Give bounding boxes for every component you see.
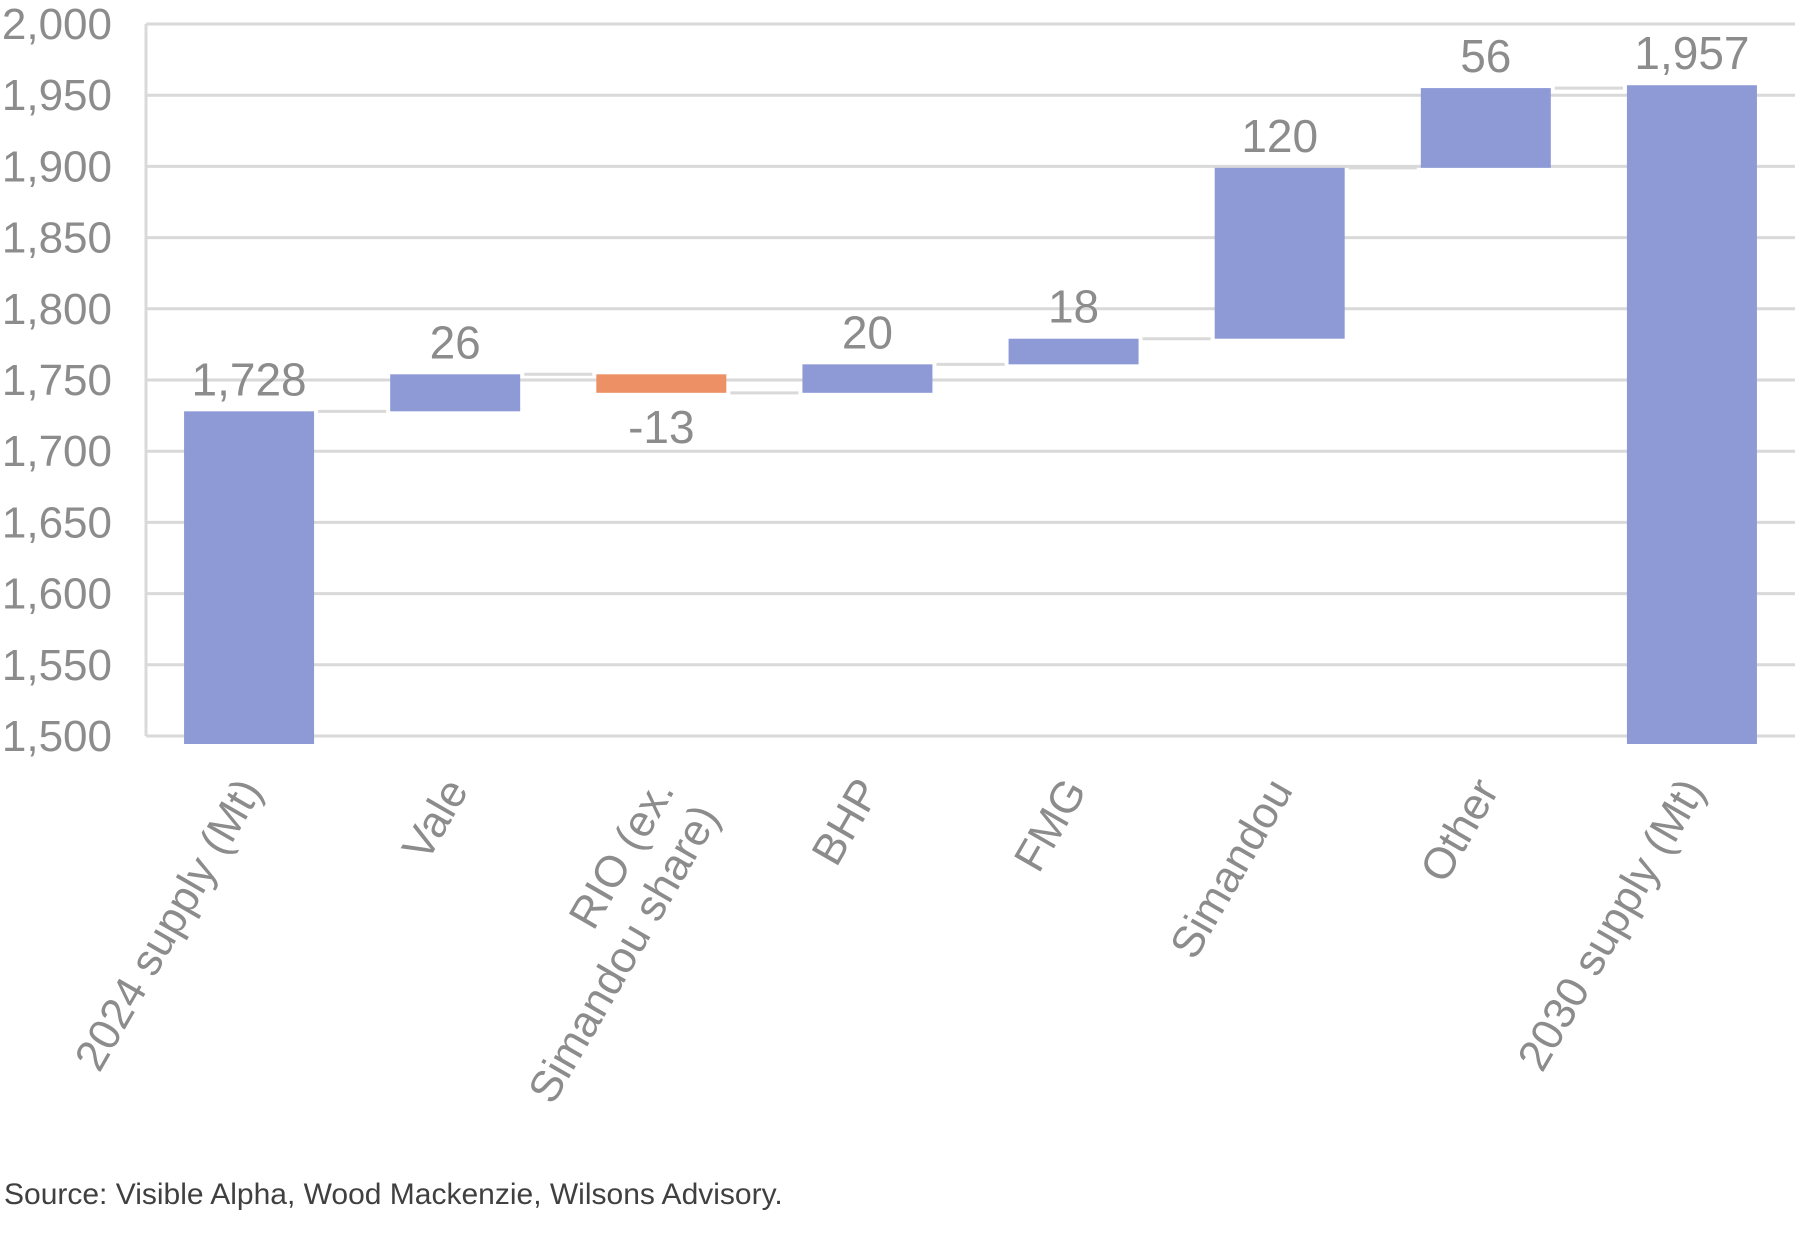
- x-tick-label: Other: [1411, 771, 1508, 891]
- x-tick-label: 2030 supply (Mt): [1508, 771, 1714, 1079]
- x-tick-label-line: FMG: [1005, 771, 1096, 880]
- x-tick-label: Vale: [393, 771, 478, 869]
- y-tick-label: 1,500: [2, 712, 112, 761]
- x-tick-label: Simandou: [1161, 771, 1303, 967]
- data-label: 120: [1241, 110, 1318, 162]
- y-tick-label: 1,850: [2, 214, 112, 263]
- y-tick-label: 1,550: [2, 641, 112, 690]
- x-tick-label: FMG: [1005, 771, 1096, 880]
- bar: [1626, 85, 1757, 745]
- data-label: 26: [430, 316, 481, 368]
- y-tick-label: 1,700: [2, 427, 112, 476]
- x-axis-labels: 2024 supply (Mt) Vale RIO (ex.Simandou sha…: [65, 771, 1714, 1112]
- connectors: [318, 86, 1623, 413]
- bar: [184, 411, 315, 744]
- bar: [1008, 338, 1139, 365]
- x-tick-label: 2024 supply (Mt): [65, 771, 271, 1079]
- y-tick-label: 1,750: [2, 356, 112, 405]
- y-tick-label: 1,950: [2, 71, 112, 120]
- y-tick-label: 1,900: [2, 142, 112, 191]
- data-label: 20: [842, 306, 893, 358]
- data-labels: 1,728 26 -13 20 18 120 56 1,957: [192, 27, 1750, 453]
- source-note: Source: Visible Alpha, Wood Mackenzie, W…: [4, 1178, 783, 1211]
- x-tick-label-line: Other: [1411, 771, 1508, 891]
- bar: [1420, 88, 1551, 168]
- bar: [390, 374, 521, 412]
- x-tick-label-line: Simandou: [1161, 771, 1303, 967]
- data-label: 56: [1460, 30, 1511, 82]
- x-tick-label: RIO (ex.Simandou share): [474, 771, 729, 1112]
- x-tick-label-line: BHP: [802, 771, 890, 874]
- data-label: 18: [1048, 281, 1099, 333]
- y-tick-label: 2,000: [2, 0, 112, 49]
- y-axis-ticks: 1,500 1,550 1,600 1,650 1,700 1,750 1,800 1,850…: [2, 0, 112, 761]
- y-tick-label: 1,650: [2, 498, 112, 547]
- x-tick-label: BHP: [802, 771, 890, 874]
- bar: [1214, 167, 1345, 339]
- data-label: 1,957: [1634, 27, 1749, 79]
- x-tick-label-line: 2024 supply (Mt): [65, 771, 271, 1079]
- x-tick-label-line: 2030 supply (Mt): [1508, 771, 1714, 1079]
- bar: [802, 364, 933, 393]
- x-tick-label-line: Vale: [393, 771, 478, 869]
- y-tick-label: 1,600: [2, 570, 112, 619]
- y-tick-label: 1,800: [2, 285, 112, 334]
- bar: [596, 374, 727, 393]
- data-label: -13: [628, 401, 694, 453]
- data-label: 1,728: [192, 353, 307, 405]
- waterfall-chart: 1,500 1,550 1,600 1,650 1,700 1,750 1,800 1,850…: [2, 0, 1795, 1112]
- bars: [184, 85, 1757, 745]
